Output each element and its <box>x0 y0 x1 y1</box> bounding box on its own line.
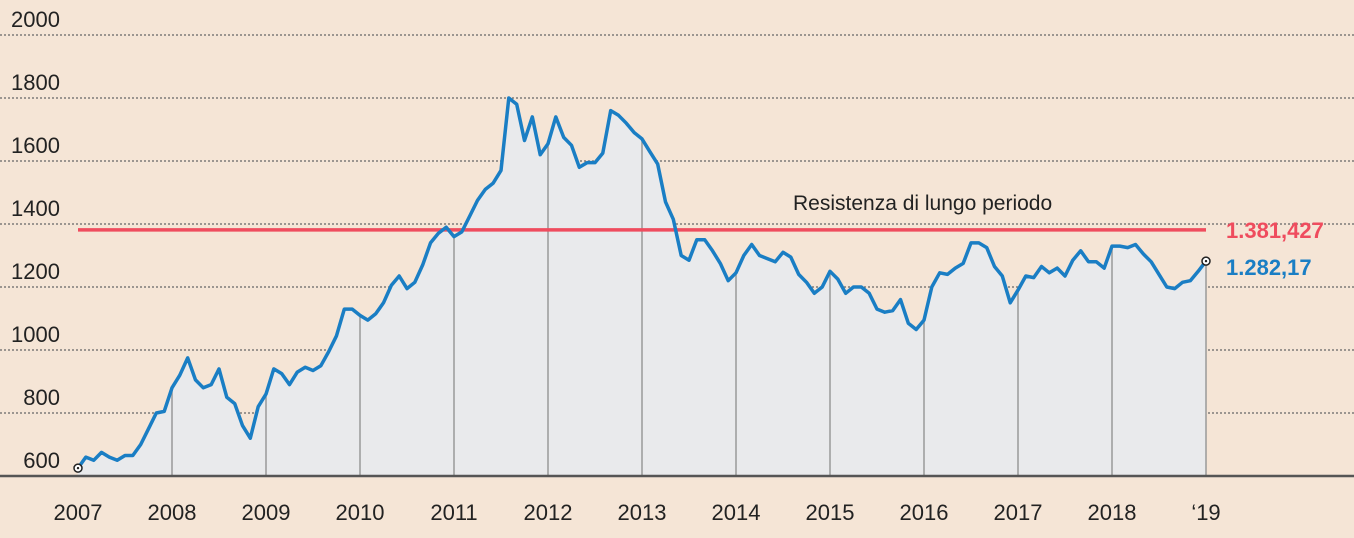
x-tick-label: 2013 <box>618 500 667 525</box>
resistance-value-label: 1.381,427 <box>1226 218 1324 243</box>
marker-dot <box>76 466 80 470</box>
x-tick-label: 2008 <box>148 500 197 525</box>
year-lines <box>171 138 1207 476</box>
x-tick-label: 2014 <box>712 500 761 525</box>
y-tick-label: 1200 <box>11 259 60 284</box>
x-tick-label: 2012 <box>524 500 573 525</box>
last-value-label: 1.282,17 <box>1226 255 1312 280</box>
y-tick-label: 600 <box>23 448 60 473</box>
y-axis-labels: 600 800 1000 1200 1400 1600 1800 2000 <box>11 7 60 473</box>
y-tick-label: 1600 <box>11 133 60 158</box>
x-axis-labels: 2007 2008 2009 2010 2011 2012 2013 2014 2015 2016… <box>54 500 1221 525</box>
y-tick-label: 1400 <box>11 196 60 221</box>
y-tick-label: 800 <box>23 385 60 410</box>
y-tick-label: 1000 <box>11 322 60 347</box>
x-tick-label: 2007 <box>54 500 103 525</box>
resistance-annotation: Resistenza di lungo periodo <box>793 192 1052 215</box>
y-tick-label: 1800 <box>11 70 60 95</box>
x-tick-label: 2009 <box>242 500 291 525</box>
price-line <box>76 96 1208 470</box>
endpoint-markers <box>73 256 1211 473</box>
y-tick-label: 2000 <box>11 7 60 32</box>
x-tick-label: 2015 <box>806 500 855 525</box>
x-tick-label: ‘19 <box>1191 500 1220 525</box>
x-tick-label: 2017 <box>994 500 1043 525</box>
marker-dot <box>1204 259 1208 263</box>
x-tick-label: 2011 <box>430 500 477 525</box>
x-tick-label: 2016 <box>900 500 949 525</box>
x-tick-label: 2010 <box>336 500 385 525</box>
x-tick-label: 2018 <box>1088 500 1137 525</box>
